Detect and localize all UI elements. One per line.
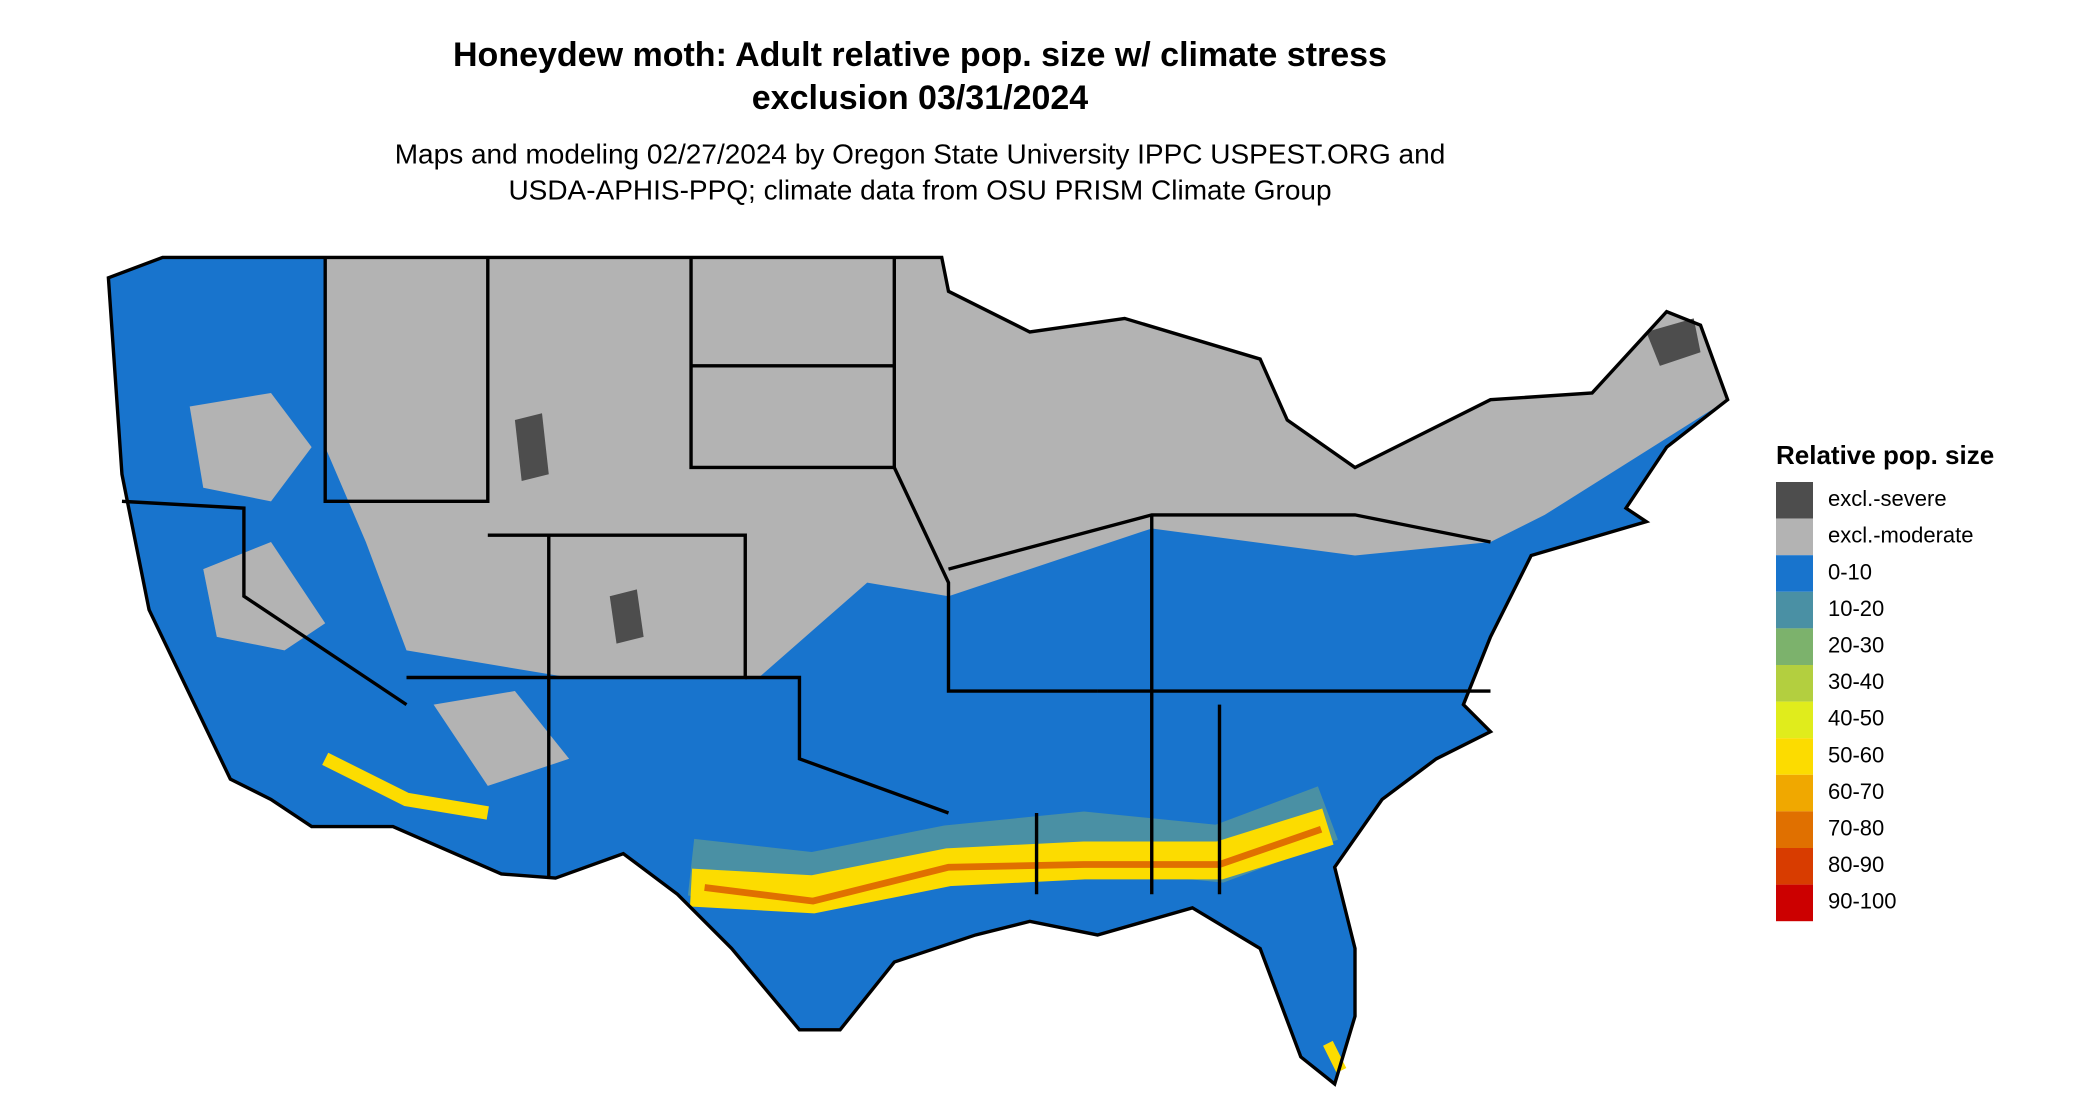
legend-swatch <box>1776 811 1813 848</box>
legend-label: 10-20 <box>1828 596 1884 621</box>
state-borders <box>106 255 1730 1087</box>
legend-label: excl.-severe <box>1828 486 1947 511</box>
region-severe <box>1646 318 1701 366</box>
legend-swatch <box>1776 665 1813 702</box>
legend-swatch <box>1776 774 1813 812</box>
legend-swatch <box>1776 591 1813 629</box>
legend-title: Relative pop. size <box>1776 440 1994 470</box>
us-map <box>106 255 1730 1087</box>
region-peak <box>704 826 1323 905</box>
legend: excl.-severe excl.-moderate 0-10 10-20 20-30… <box>1776 482 1974 922</box>
region-excluded <box>203 542 326 651</box>
region-excluded <box>189 392 312 502</box>
region-severe <box>514 413 549 482</box>
legend-label: 90-100 <box>1828 889 1897 914</box>
title-line: Honeydew moth: Adult relative pop. size … <box>453 36 1387 74</box>
legend-label: 40-50 <box>1828 706 1884 731</box>
legend-label: 0-10 <box>1828 559 1872 584</box>
legend-label: 80-90 <box>1828 852 1884 877</box>
legend-swatch <box>1776 738 1813 775</box>
legend-swatch <box>1776 518 1813 556</box>
legend-label: excl.-moderate <box>1828 523 1974 548</box>
region-excluded <box>433 691 570 786</box>
legend-swatch <box>1776 482 1813 519</box>
title-line: exclusion 03/31/2024 <box>752 79 1089 117</box>
region-high <box>322 752 489 820</box>
legend-label: 30-40 <box>1828 669 1884 694</box>
legend-label: 70-80 <box>1828 816 1884 841</box>
legend-swatch <box>1776 701 1813 739</box>
legend-swatch <box>1776 628 1813 665</box>
subtitle-line: Maps and modeling 02/27/2024 by Oregon S… <box>395 138 1446 169</box>
subtitle-line: USDA-APHIS-PPQ; climate data from OSU PR… <box>508 174 1331 205</box>
legend-swatch <box>1776 884 1813 922</box>
legend-label: 60-70 <box>1828 779 1884 804</box>
legend-swatch <box>1776 555 1813 592</box>
region-severe <box>609 589 644 644</box>
legend-label: 50-60 <box>1828 742 1884 767</box>
region-excluded <box>325 257 1728 678</box>
legend-swatch <box>1776 848 1813 885</box>
legend-label: 20-30 <box>1828 633 1884 658</box>
